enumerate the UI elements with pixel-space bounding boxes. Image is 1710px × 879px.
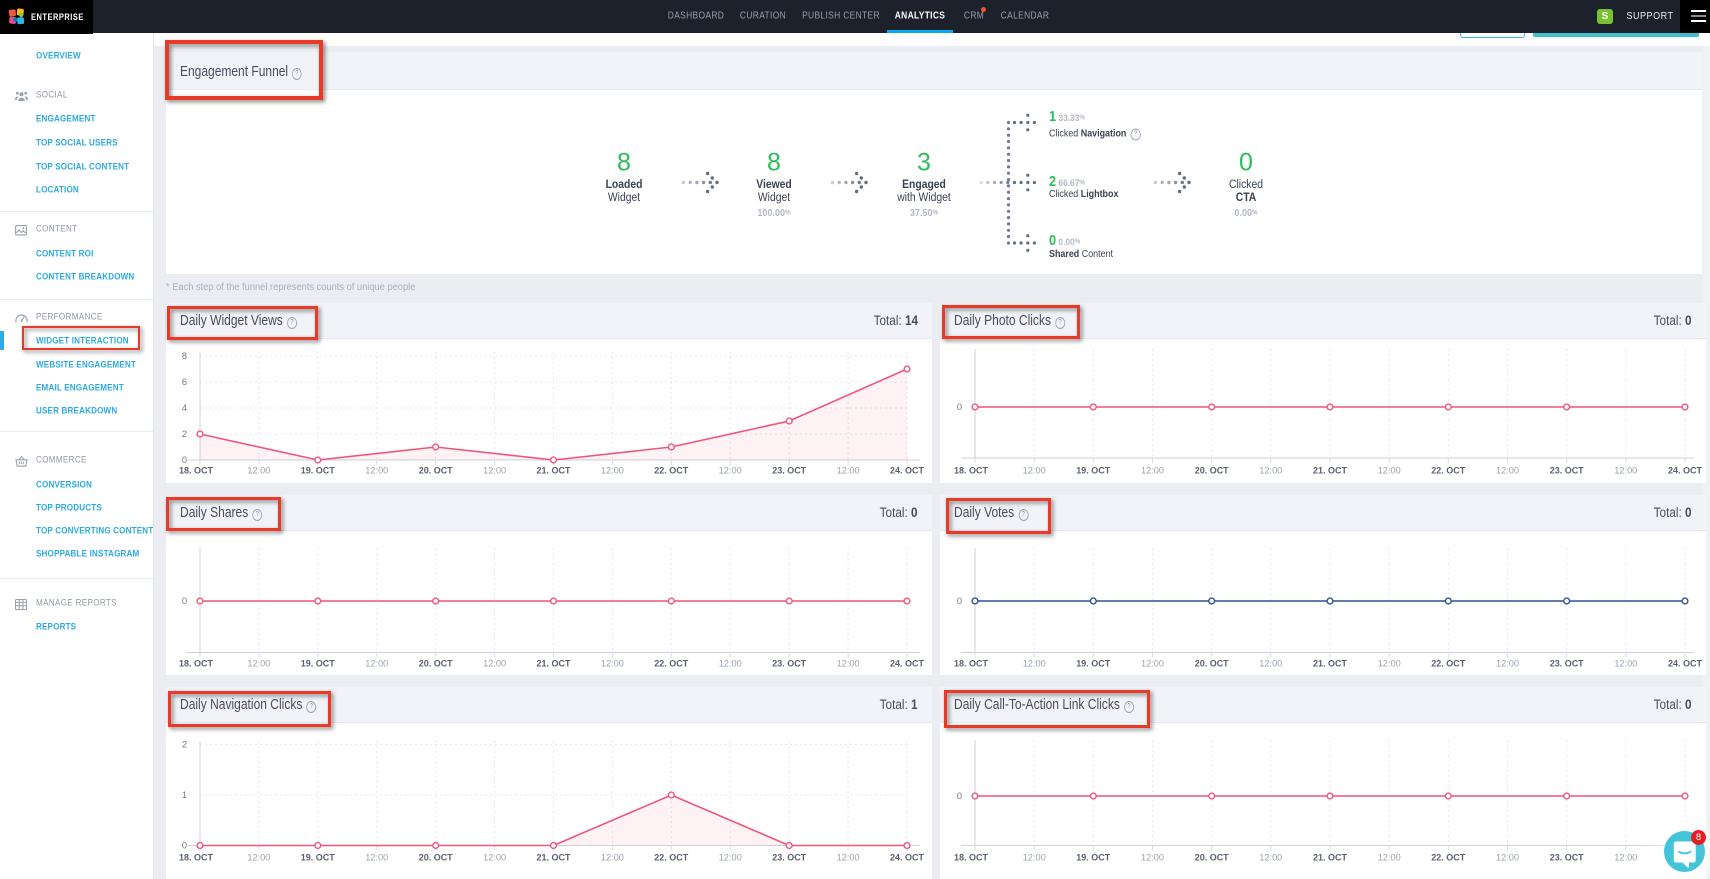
svg-text:2: 2	[182, 429, 187, 439]
svg-text:21. OCT: 21. OCT	[537, 659, 571, 669]
svg-text:12:00: 12:00	[1259, 659, 1282, 669]
svg-text:12:00: 12:00	[719, 466, 742, 476]
svg-text:23. OCT: 23. OCT	[772, 466, 806, 476]
svg-text:6: 6	[182, 377, 187, 387]
svg-text:12:00: 12:00	[365, 853, 388, 863]
svg-text:20. OCT: 20. OCT	[1195, 466, 1229, 476]
svg-text:8: 8	[182, 351, 187, 361]
svg-text:23. OCT: 23. OCT	[1550, 853, 1584, 863]
svg-text:12:00: 12:00	[1259, 466, 1282, 476]
svg-text:21. OCT: 21. OCT	[537, 853, 571, 863]
svg-text:4: 4	[182, 403, 187, 413]
svg-text:20. OCT: 20. OCT	[419, 853, 453, 863]
svg-text:12:00: 12:00	[365, 659, 388, 669]
svg-text:18. OCT: 18. OCT	[179, 466, 213, 476]
svg-text:12:00: 12:00	[1496, 659, 1519, 669]
svg-text:12:00: 12:00	[1141, 853, 1164, 863]
svg-text:19. OCT: 19. OCT	[1076, 466, 1110, 476]
svg-text:12:00: 12:00	[837, 659, 860, 669]
svg-text:22. OCT: 22. OCT	[1431, 466, 1465, 476]
svg-text:12:00: 12:00	[1141, 466, 1164, 476]
svg-text:12:00: 12:00	[1496, 853, 1519, 863]
svg-text:0: 0	[957, 402, 962, 412]
svg-text:12:00: 12:00	[1614, 466, 1637, 476]
svg-text:19. OCT: 19. OCT	[301, 466, 335, 476]
svg-text:12:00: 12:00	[719, 659, 742, 669]
svg-text:12:00: 12:00	[1378, 659, 1401, 669]
svg-text:12:00: 12:00	[1378, 466, 1401, 476]
svg-text:24. OCT: 24. OCT	[1668, 466, 1702, 476]
svg-text:12:00: 12:00	[247, 466, 270, 476]
svg-text:23. OCT: 23. OCT	[1550, 659, 1584, 669]
svg-text:20. OCT: 20. OCT	[419, 659, 453, 669]
svg-text:22. OCT: 22. OCT	[654, 466, 688, 476]
svg-text:21. OCT: 21. OCT	[1313, 659, 1347, 669]
svg-text:0: 0	[182, 841, 187, 851]
svg-text:2: 2	[182, 740, 187, 750]
svg-text:12:00: 12:00	[1496, 466, 1519, 476]
svg-text:12:00: 12:00	[601, 853, 624, 863]
svg-text:12:00: 12:00	[1259, 853, 1282, 863]
svg-text:18. OCT: 18. OCT	[179, 853, 213, 863]
svg-text:24. OCT: 24. OCT	[1668, 659, 1702, 669]
svg-text:1: 1	[182, 790, 187, 800]
svg-text:12:00: 12:00	[601, 466, 624, 476]
svg-text:12:00: 12:00	[483, 466, 506, 476]
svg-text:24. OCT: 24. OCT	[890, 853, 924, 863]
svg-text:20. OCT: 20. OCT	[1195, 853, 1229, 863]
svg-text:19. OCT: 19. OCT	[301, 853, 335, 863]
svg-text:18. OCT: 18. OCT	[954, 659, 988, 669]
svg-text:19. OCT: 19. OCT	[301, 659, 335, 669]
svg-text:19. OCT: 19. OCT	[1076, 659, 1110, 669]
svg-text:12:00: 12:00	[1023, 659, 1046, 669]
svg-text:12:00: 12:00	[1023, 853, 1046, 863]
svg-text:12:00: 12:00	[1141, 659, 1164, 669]
svg-text:0: 0	[182, 596, 187, 606]
svg-text:12:00: 12:00	[1614, 853, 1637, 863]
svg-text:18. OCT: 18. OCT	[954, 853, 988, 863]
svg-text:12:00: 12:00	[1614, 659, 1637, 669]
svg-text:12:00: 12:00	[1023, 466, 1046, 476]
svg-text:0: 0	[957, 791, 962, 801]
svg-text:12:00: 12:00	[601, 659, 624, 669]
svg-text:12:00: 12:00	[247, 659, 270, 669]
svg-text:22. OCT: 22. OCT	[654, 659, 688, 669]
svg-text:21. OCT: 21. OCT	[537, 466, 571, 476]
svg-text:23. OCT: 23. OCT	[1550, 466, 1584, 476]
svg-text:18. OCT: 18. OCT	[954, 466, 988, 476]
svg-text:22. OCT: 22. OCT	[1431, 659, 1465, 669]
svg-text:23. OCT: 23. OCT	[772, 853, 806, 863]
svg-text:21. OCT: 21. OCT	[1313, 853, 1347, 863]
svg-text:12:00: 12:00	[837, 853, 860, 863]
svg-text:12:00: 12:00	[837, 466, 860, 476]
svg-text:20. OCT: 20. OCT	[1195, 659, 1229, 669]
svg-text:12:00: 12:00	[365, 466, 388, 476]
svg-text:12:00: 12:00	[1378, 853, 1401, 863]
svg-text:22. OCT: 22. OCT	[1431, 853, 1465, 863]
svg-text:18. OCT: 18. OCT	[179, 659, 213, 669]
svg-text:12:00: 12:00	[719, 853, 742, 863]
svg-text:19. OCT: 19. OCT	[1076, 853, 1110, 863]
svg-text:20. OCT: 20. OCT	[419, 466, 453, 476]
svg-text:24. OCT: 24. OCT	[890, 659, 924, 669]
svg-text:12:00: 12:00	[247, 853, 270, 863]
svg-text:24. OCT: 24. OCT	[890, 466, 924, 476]
svg-text:12:00: 12:00	[483, 853, 506, 863]
svg-text:22. OCT: 22. OCT	[654, 853, 688, 863]
svg-text:23. OCT: 23. OCT	[772, 659, 806, 669]
svg-text:0: 0	[182, 455, 187, 465]
svg-text:0: 0	[957, 596, 962, 606]
svg-text:12:00: 12:00	[483, 659, 506, 669]
svg-text:21. OCT: 21. OCT	[1313, 466, 1347, 476]
